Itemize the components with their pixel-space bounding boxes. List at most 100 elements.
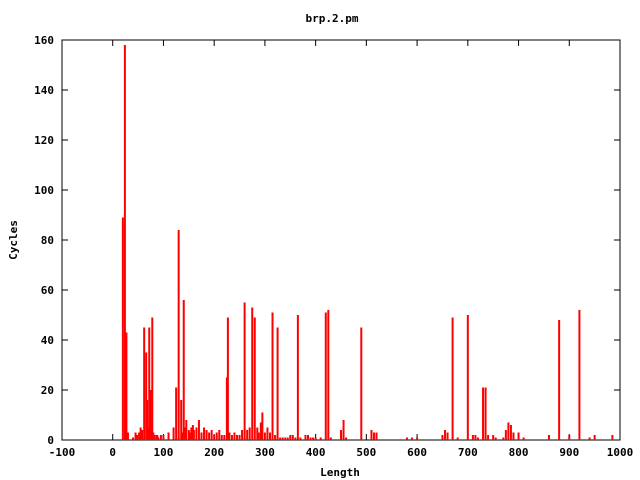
x-axis-label: Length (320, 466, 360, 479)
bar (279, 437, 282, 440)
bar (226, 317, 229, 440)
bar (159, 435, 162, 440)
bar (145, 352, 148, 440)
bar (558, 320, 561, 440)
y-tick-label: 20 (41, 384, 54, 397)
bar (146, 400, 149, 440)
bar (126, 432, 129, 440)
bar (299, 437, 302, 440)
bar (172, 427, 175, 440)
bar (220, 435, 223, 440)
bar (259, 422, 262, 440)
bar (446, 432, 449, 440)
y-tick-label: 80 (41, 234, 54, 247)
bar (487, 435, 490, 440)
bar (151, 317, 154, 440)
bar (294, 437, 297, 440)
bar (261, 412, 264, 440)
bar (471, 435, 474, 440)
bar (319, 437, 322, 440)
bar (443, 430, 446, 440)
x-tick-label: 700 (458, 446, 478, 459)
bar (134, 432, 137, 440)
bar (257, 432, 260, 440)
bar (345, 437, 348, 440)
bar (509, 425, 512, 440)
bar (405, 437, 408, 440)
bar (296, 315, 299, 440)
bar (291, 435, 294, 440)
bar (246, 430, 249, 440)
x-tick-label: 600 (407, 446, 427, 459)
bar (238, 435, 241, 440)
bar (466, 315, 469, 440)
bar (148, 327, 151, 440)
bar (218, 430, 221, 440)
bar (156, 435, 159, 440)
bar (314, 437, 317, 440)
bar (327, 310, 330, 440)
bar (324, 312, 327, 440)
bar (271, 312, 274, 440)
x-tick-label: 400 (306, 446, 326, 459)
bar (588, 437, 591, 440)
chart-title: brp.2.pm (306, 12, 359, 25)
bar (340, 430, 342, 440)
bar (241, 430, 244, 440)
x-tick-label: 300 (255, 446, 275, 459)
bar (253, 317, 256, 440)
bar (342, 420, 345, 440)
bar (512, 432, 515, 440)
bar (175, 387, 178, 440)
bar (147, 427, 150, 440)
bar (132, 437, 135, 440)
bar (136, 435, 139, 440)
x-axis: -100 0 100 200 300 400 500 600 700 800 900 1000 (49, 40, 633, 459)
bar (578, 310, 581, 440)
bar (593, 435, 596, 440)
bar (568, 435, 571, 440)
bar (372, 432, 375, 440)
bar (507, 422, 510, 440)
bar (228, 432, 231, 440)
bar (482, 387, 485, 440)
bar (304, 435, 307, 440)
bar (180, 400, 183, 440)
bar (263, 432, 266, 440)
bar (149, 390, 152, 440)
x-tick-label: 100 (154, 446, 174, 459)
bar (248, 427, 251, 440)
bar (208, 432, 211, 440)
bar (152, 432, 155, 440)
bar (138, 432, 141, 440)
bar (195, 427, 198, 440)
y-axis: 0 20 40 60 80 100 120 140 160 (34, 34, 620, 447)
bar (157, 437, 160, 440)
bar (123, 45, 126, 440)
bar (268, 432, 271, 440)
bar (205, 430, 208, 440)
bar (494, 437, 497, 440)
bar (191, 425, 194, 440)
bar (312, 437, 315, 440)
bar (185, 420, 188, 440)
bar (474, 435, 477, 440)
bar (289, 435, 292, 440)
bar (547, 435, 550, 440)
bar (416, 437, 419, 440)
bar (276, 327, 279, 440)
bar (484, 387, 487, 440)
bar (281, 437, 284, 440)
bar (190, 427, 193, 440)
bar (225, 377, 228, 440)
bar (307, 435, 310, 440)
bar (167, 432, 170, 440)
bar (611, 435, 614, 440)
bar (183, 427, 186, 440)
bar (266, 427, 269, 440)
y-tick-label: 140 (34, 84, 54, 97)
bar (223, 435, 226, 440)
bar (215, 432, 218, 440)
x-tick-label: -100 (49, 446, 76, 459)
